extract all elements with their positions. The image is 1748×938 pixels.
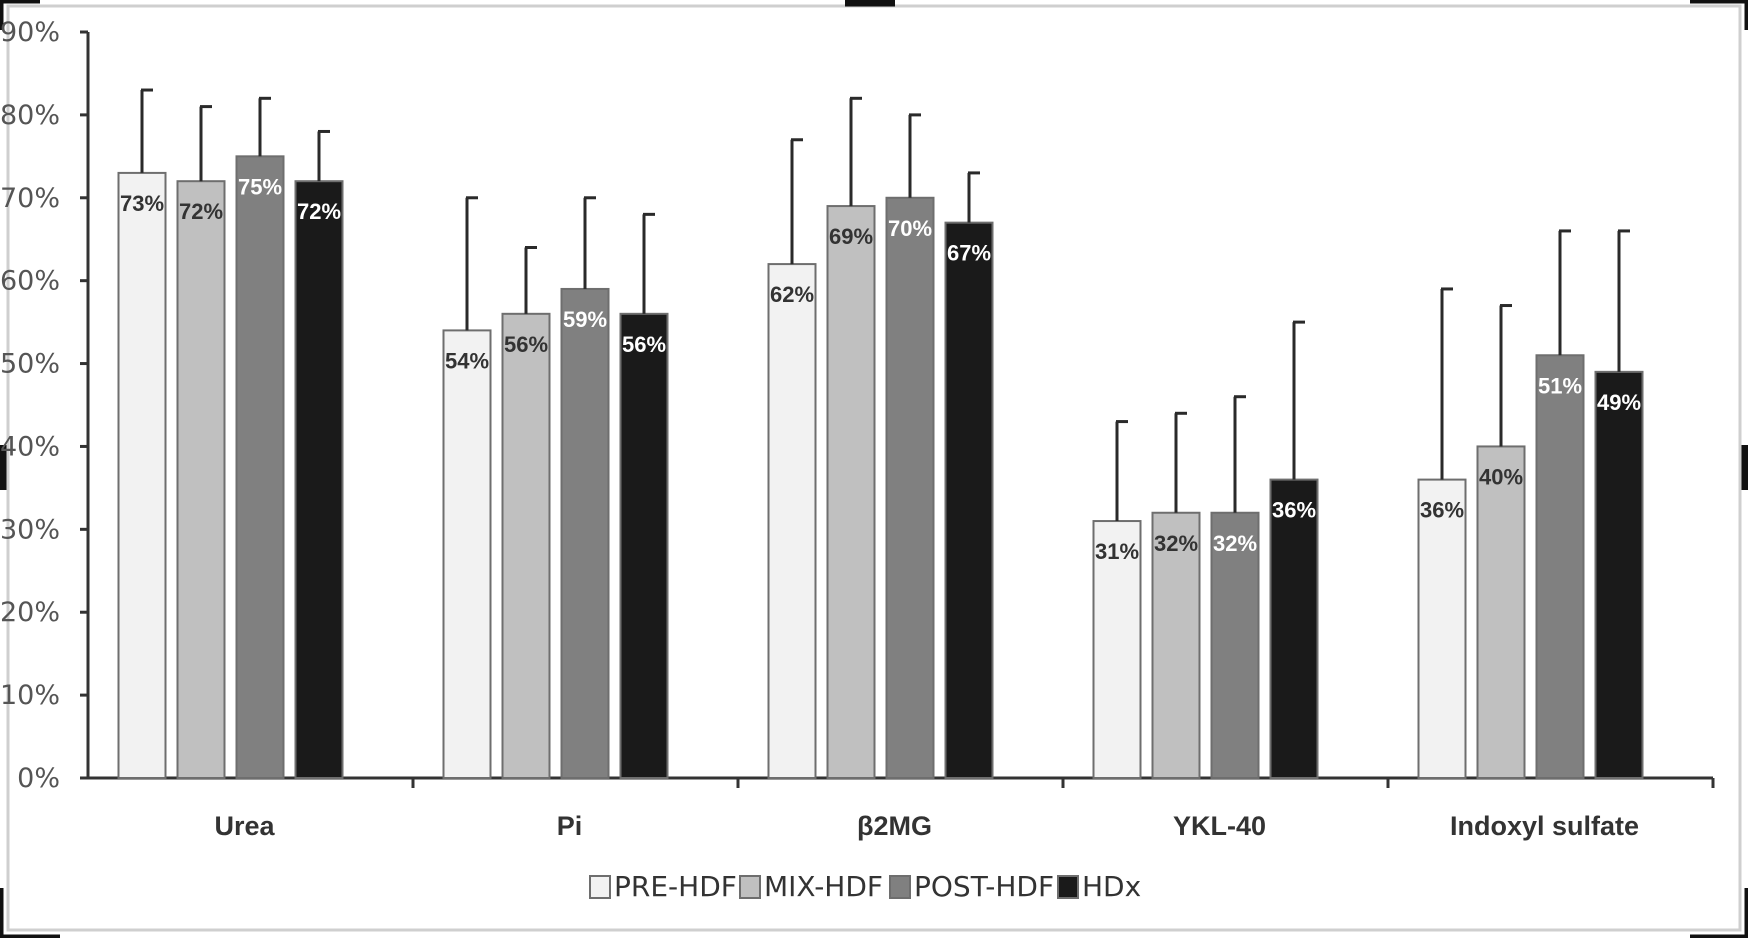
data-label: 69% bbox=[829, 224, 873, 249]
data-label: 73% bbox=[120, 191, 164, 216]
data-label: 72% bbox=[297, 199, 341, 224]
data-label: 56% bbox=[622, 332, 666, 357]
y-tick-label: 30% bbox=[0, 514, 60, 545]
x-category-label: β2MG bbox=[857, 811, 932, 841]
bar bbox=[501, 312, 551, 779]
legend-entry: MIX-HDF bbox=[764, 870, 883, 903]
y-tick-label: 10% bbox=[0, 680, 60, 711]
legend: PRE-HDF MIX-HDF POST-HDF HDx bbox=[589, 870, 1141, 903]
x-category-label: Urea bbox=[214, 811, 275, 841]
y-tick-label: 60% bbox=[0, 266, 60, 297]
legend-swatch bbox=[589, 875, 611, 899]
legend-entry: HDx bbox=[1082, 870, 1141, 903]
bar bbox=[117, 171, 167, 779]
data-label: 40% bbox=[1479, 464, 1523, 489]
bar bbox=[1151, 511, 1201, 779]
data-label: 32% bbox=[1154, 531, 1198, 556]
bar bbox=[1092, 520, 1142, 779]
bar bbox=[176, 180, 226, 779]
y-tick-label: 0% bbox=[17, 763, 60, 794]
y-tick-label: 90% bbox=[0, 17, 60, 48]
bar bbox=[235, 155, 285, 780]
data-label: 72% bbox=[179, 199, 223, 224]
y-axis-tick-labels: 0% 10% 20% 30% 40% 50% 60% 70% 80% 90% bbox=[0, 17, 60, 794]
bar bbox=[1269, 478, 1319, 779]
bar bbox=[767, 263, 817, 780]
data-label: 32% bbox=[1213, 531, 1257, 556]
bar bbox=[1210, 511, 1260, 779]
data-label: 59% bbox=[563, 307, 607, 332]
data-label: 31% bbox=[1095, 539, 1139, 564]
x-category-label: YKL-40 bbox=[1173, 811, 1266, 841]
data-label: 70% bbox=[888, 216, 932, 241]
legend-swatch bbox=[739, 875, 761, 899]
y-tick-label: 80% bbox=[0, 100, 60, 131]
data-label: 62% bbox=[770, 282, 814, 307]
x-category-label: Pi bbox=[557, 811, 583, 841]
bar bbox=[619, 312, 669, 779]
data-labels: 73% 72% 75% 72% 54% 56% 59% 56% 62% 69% 70% 67% 31% 3… bbox=[120, 174, 1641, 564]
bar bbox=[1594, 370, 1644, 779]
y-tick-label: 50% bbox=[0, 349, 60, 380]
bar bbox=[1535, 354, 1585, 779]
y-tick-label: 40% bbox=[0, 431, 60, 462]
y-tick-label: 20% bbox=[0, 597, 60, 628]
bar bbox=[294, 180, 344, 779]
error-bars bbox=[140, 88, 1630, 522]
legend-swatch bbox=[1057, 875, 1079, 899]
bar bbox=[826, 205, 876, 780]
data-label: 36% bbox=[1420, 498, 1464, 523]
data-label: 75% bbox=[238, 174, 282, 199]
legend-entry: PRE-HDF bbox=[614, 870, 737, 903]
x-category-label: Indoxyl sulfate bbox=[1450, 811, 1639, 841]
data-label: 56% bbox=[504, 332, 548, 357]
bar bbox=[560, 287, 610, 779]
legend-entry: POST-HDF bbox=[914, 870, 1054, 903]
legend-swatch bbox=[889, 875, 911, 899]
data-label: 49% bbox=[1597, 390, 1641, 415]
bar bbox=[1476, 445, 1526, 779]
bar bbox=[885, 196, 935, 779]
bars bbox=[117, 155, 1644, 780]
x-axis-category-labels: Urea Pi β2MG YKL-40 Indoxyl sulfate bbox=[214, 811, 1639, 841]
bar bbox=[1417, 478, 1467, 779]
y-tick-label: 70% bbox=[0, 183, 60, 214]
data-label: 36% bbox=[1272, 498, 1316, 523]
data-label: 54% bbox=[445, 348, 489, 373]
data-label: 67% bbox=[947, 241, 991, 266]
bar bbox=[442, 329, 492, 779]
data-label: 51% bbox=[1538, 373, 1582, 398]
bar bbox=[944, 221, 994, 779]
